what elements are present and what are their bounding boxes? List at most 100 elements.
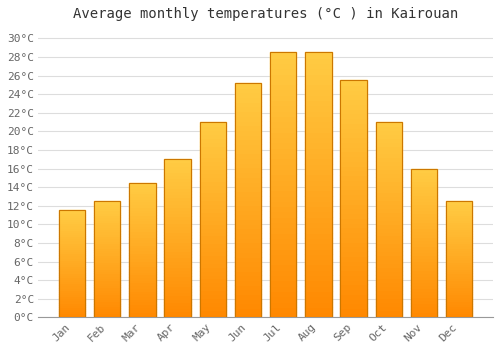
Bar <box>129 274 156 277</box>
Bar <box>376 247 402 251</box>
Bar <box>235 97 261 102</box>
Bar <box>164 235 191 238</box>
Bar <box>376 224 402 228</box>
Bar <box>129 290 156 293</box>
Bar <box>305 132 332 137</box>
Bar <box>129 188 156 191</box>
Bar <box>446 278 472 280</box>
Bar <box>376 236 402 239</box>
Bar <box>94 301 120 303</box>
Bar <box>94 252 120 255</box>
Bar <box>129 207 156 210</box>
Bar <box>376 122 402 126</box>
Bar <box>235 252 261 257</box>
Bar <box>305 312 332 317</box>
Bar <box>411 303 437 306</box>
Bar <box>270 180 296 185</box>
Bar <box>411 210 437 213</box>
Bar <box>376 239 402 243</box>
Bar <box>270 169 296 174</box>
Bar <box>59 273 85 275</box>
Bar <box>305 52 332 317</box>
Bar <box>340 128 367 132</box>
Bar <box>129 185 156 188</box>
Bar <box>235 214 261 219</box>
Bar <box>446 250 472 252</box>
Bar <box>59 234 85 236</box>
Bar <box>376 220 402 224</box>
Bar <box>270 105 296 111</box>
Bar <box>446 234 472 236</box>
Bar <box>94 250 120 252</box>
Bar <box>305 63 332 68</box>
Bar <box>446 303 472 306</box>
Bar <box>94 273 120 276</box>
Bar <box>270 248 296 254</box>
Bar <box>446 206 472 208</box>
Bar <box>446 276 472 278</box>
Bar <box>200 247 226 251</box>
Bar <box>446 289 472 292</box>
Bar <box>129 199 156 202</box>
Bar <box>235 275 261 280</box>
Bar <box>200 161 226 165</box>
Bar <box>270 153 296 159</box>
Bar <box>200 314 226 317</box>
Bar <box>235 88 261 92</box>
Bar <box>446 292 472 294</box>
Bar <box>446 262 472 264</box>
Bar <box>59 219 85 221</box>
Bar <box>411 216 437 219</box>
Bar <box>59 238 85 240</box>
Bar <box>411 183 437 187</box>
Bar <box>446 259 472 262</box>
Bar <box>200 236 226 239</box>
Bar <box>411 181 437 183</box>
Bar <box>200 302 226 306</box>
Bar <box>200 193 226 196</box>
Bar <box>129 218 156 220</box>
Bar <box>446 301 472 303</box>
Bar <box>446 255 472 257</box>
Bar <box>235 163 261 167</box>
Bar <box>235 224 261 229</box>
Bar <box>270 259 296 265</box>
Bar <box>235 92 261 97</box>
Bar <box>94 238 120 241</box>
Bar <box>164 210 191 213</box>
Bar <box>94 201 120 203</box>
Bar <box>411 273 437 276</box>
Bar <box>94 241 120 243</box>
Bar <box>235 308 261 313</box>
Bar <box>446 280 472 282</box>
Bar <box>59 245 85 247</box>
Bar <box>164 292 191 295</box>
Bar <box>164 181 191 185</box>
Bar <box>94 245 120 248</box>
Bar <box>340 237 367 241</box>
Bar <box>446 243 472 245</box>
Bar <box>376 196 402 200</box>
Bar <box>235 130 261 135</box>
Bar <box>340 199 367 204</box>
Bar <box>129 277 156 280</box>
Bar <box>235 191 261 196</box>
Bar <box>305 100 332 105</box>
Bar <box>411 231 437 234</box>
Bar <box>340 189 367 194</box>
Bar <box>446 252 472 255</box>
Bar <box>305 74 332 79</box>
Bar <box>200 243 226 247</box>
Bar <box>446 310 472 313</box>
Bar <box>129 312 156 315</box>
Bar <box>235 280 261 285</box>
Bar <box>164 188 191 191</box>
Bar <box>411 195 437 198</box>
Bar <box>59 315 85 317</box>
Bar <box>340 275 367 280</box>
Bar <box>235 83 261 317</box>
Bar <box>270 206 296 211</box>
Bar <box>340 104 367 109</box>
Bar <box>59 215 85 217</box>
Bar <box>94 271 120 273</box>
